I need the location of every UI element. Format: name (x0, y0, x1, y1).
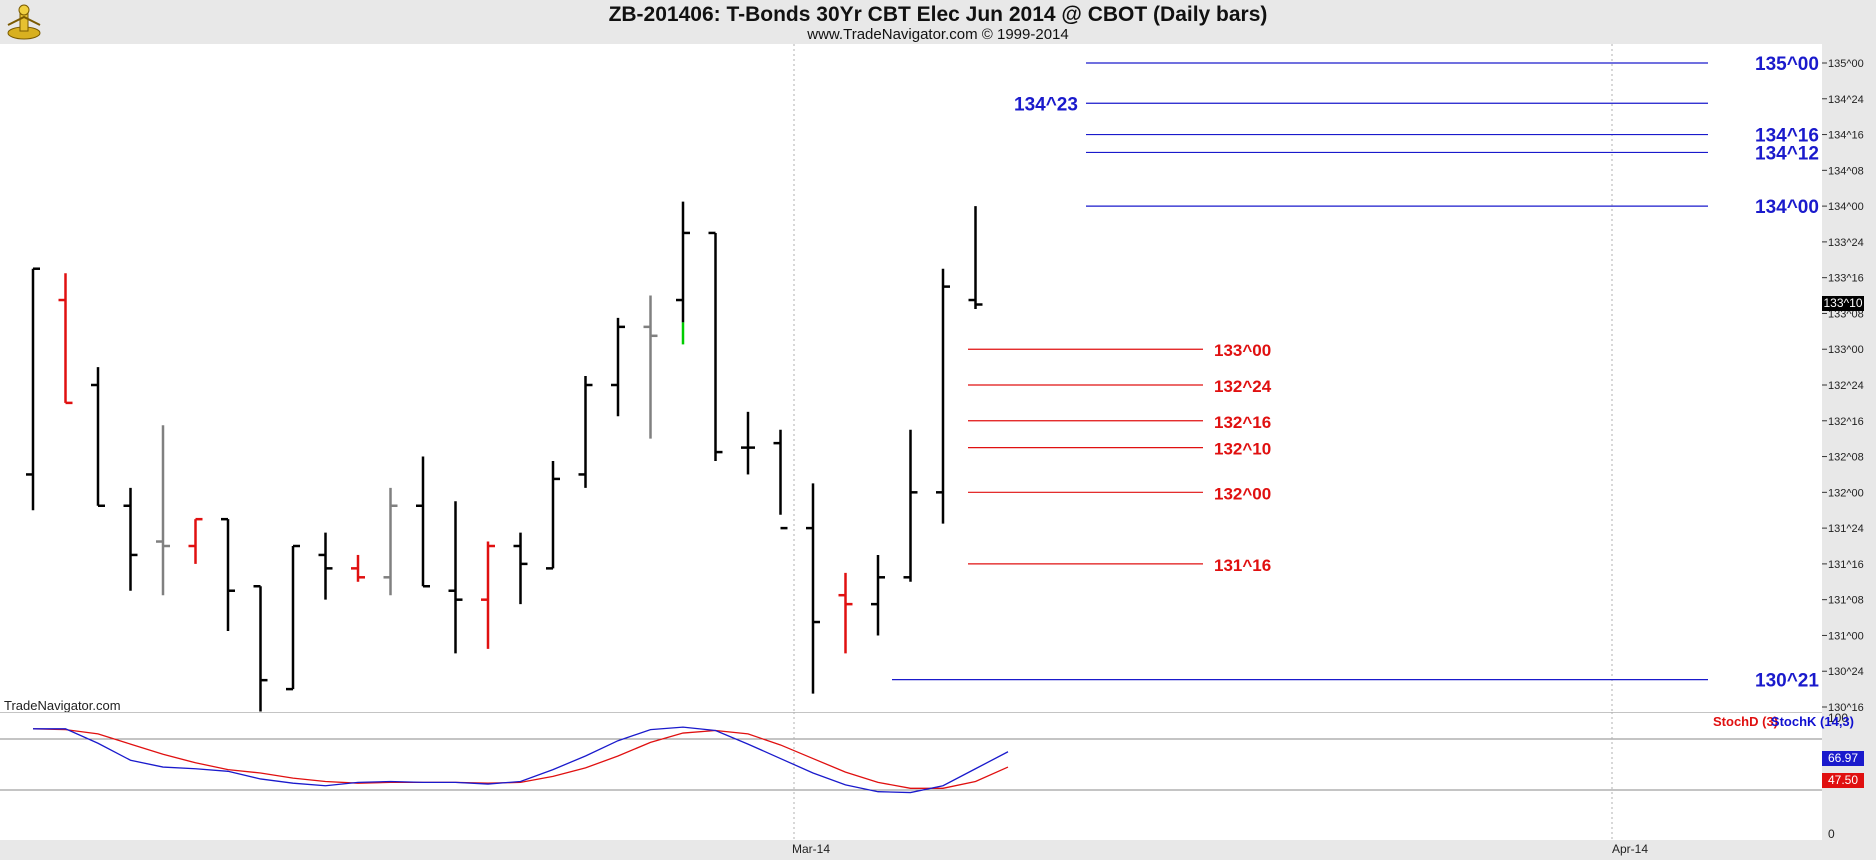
price-tick-label: 134^00 (1828, 201, 1864, 213)
price-tick-label: 132^24 (1828, 380, 1864, 392)
trade-navigator-logo (4, 3, 44, 41)
blue-level-label-1: 134^23 (1014, 94, 1078, 115)
red-level-label-2: 132^16 (1214, 413, 1271, 432)
ohlc-bar (871, 554, 885, 636)
stoch-d-value-tag: 47.50 (1822, 773, 1864, 788)
price-tick-label: 130^16 (1828, 702, 1864, 712)
stochastic-axis-svg: 100 0 (1828, 711, 1848, 841)
ohlc-bar (416, 456, 430, 588)
price-tick-label: 133^16 (1828, 273, 1864, 285)
price-tick-label: 134^16 (1828, 130, 1864, 142)
last-price-tag: 133^10 (1822, 296, 1864, 311)
stoch-k-legend: StochK (14,3) (1770, 714, 1854, 729)
red-level-label-5: 131^16 (1214, 556, 1271, 575)
stoch-d-legend: StochD (3) (1713, 714, 1778, 729)
ohlc-bar (318, 532, 333, 600)
chart-subtitle: www.TradeNavigator.com © 1999-2014 (807, 26, 1069, 43)
ohlc-bar (578, 376, 593, 488)
ohlc-bar (448, 501, 463, 654)
stoch-k-series (33, 726, 1009, 794)
chart-header: ZB-201406: T-Bonds 30Yr CBT Elec Jun 201… (0, 0, 1876, 44)
ohlc-bar (58, 273, 73, 405)
ohlc-bar (611, 317, 625, 417)
price-tick-label: 133^00 (1828, 344, 1864, 356)
ohlc-bar (513, 532, 528, 605)
blue-level-label-5: 130^21 (1755, 671, 1819, 692)
ohlc-bar (546, 461, 560, 570)
price-tick-label: 131^24 (1828, 523, 1864, 535)
price-tick-label: 132^16 (1828, 416, 1864, 428)
red-level-label-0: 133^00 (1214, 341, 1271, 360)
stoch-tick-100: 100 (1828, 712, 1848, 725)
stochastic-panel[interactable] (0, 711, 1822, 840)
stoch-tick-0: 0 (1828, 827, 1835, 840)
ohlc-bar (286, 544, 300, 691)
ohlc-bar (838, 572, 853, 654)
price-tick-label: 130^24 (1828, 666, 1864, 678)
ohlc-bar (221, 517, 235, 631)
price-tick-label: 131^08 (1828, 595, 1864, 607)
ohlc-bar (26, 267, 40, 511)
ohlc-bar (676, 201, 690, 345)
price-tick-label: 134^24 (1828, 94, 1864, 106)
price-tick-label: 131^16 (1828, 559, 1864, 571)
price-tick-label: 133^24 (1828, 237, 1864, 249)
red-level-label-3: 132^10 (1214, 440, 1271, 459)
blue-level-label-3: 134^12 (1755, 143, 1819, 164)
price-tick-label: 134^08 (1828, 165, 1864, 177)
ohlc-bar (351, 554, 365, 582)
blue-level-label-4: 134^00 (1755, 197, 1819, 218)
ohlc-bar (481, 541, 495, 649)
ohlc-bar (188, 517, 203, 564)
red-level-label-1: 132^24 (1214, 377, 1272, 396)
date-axis (0, 840, 1876, 860)
ohlc-bar (741, 411, 755, 475)
ohlc-bar (936, 268, 950, 524)
stoch-k-value-tag: 66.97 (1822, 751, 1864, 766)
blue-level-label-0: 135^00 (1755, 54, 1819, 75)
ohlc-bar (968, 206, 983, 309)
ohlc-bar (708, 231, 723, 462)
ohlc-bar (806, 483, 820, 694)
price-axis: 135^00 134^24 134^16 134^08 134^00 133^24 133^… (1822, 44, 1876, 712)
watermark: TradeNavigator.com (4, 698, 121, 713)
stoch-d-series (32, 728, 1009, 789)
price-tick-label: 131^00 (1828, 630, 1864, 642)
ohlc-bar (903, 429, 918, 582)
price-tick-label: 135^00 (1828, 58, 1864, 70)
ohlc-bar (773, 429, 788, 530)
price-plot-area[interactable]: 135^00 134^23 134^16 134^12 134^00 130^21 133^… (0, 44, 1822, 713)
ohlc-bar (123, 487, 138, 591)
date-label-apr: Apr-14 (1612, 842, 1649, 856)
price-tick-label: 132^00 (1828, 487, 1864, 499)
stochastic-svg (0, 711, 1822, 840)
ohlc-bar (156, 425, 170, 596)
ohlc-bar (643, 295, 658, 439)
ohlc-bar (383, 487, 398, 596)
red-level-label-4: 132^00 (1214, 484, 1271, 503)
price-tick-label: 133^08 (1828, 308, 1864, 320)
ohlc-bar (253, 585, 268, 712)
price-axis-svg: 135^00 134^24 134^16 134^08 134^00 133^24 133^… (1822, 58, 1864, 712)
date-label-mar: Mar-14 (792, 842, 831, 856)
price-tick-label: 132^08 (1828, 452, 1864, 464)
blue-level-label-2: 134^16 (1755, 126, 1819, 147)
ohlc-bar (91, 367, 105, 507)
chart-title: ZB-201406: T-Bonds 30Yr CBT Elec Jun 201… (608, 3, 1268, 26)
